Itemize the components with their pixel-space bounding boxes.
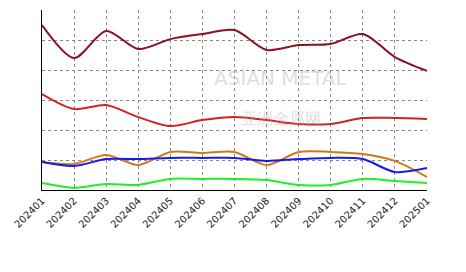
svg-text:ASIAN METAL: ASIAN METAL <box>214 66 348 90</box>
svg-text:202411: 202411 <box>333 195 368 230</box>
svg-text:202410: 202410 <box>301 195 336 230</box>
svg-text:202412: 202412 <box>365 195 400 230</box>
svg-text:202405: 202405 <box>140 195 175 230</box>
svg-text:202406: 202406 <box>173 195 208 230</box>
svg-text:202404: 202404 <box>108 195 143 230</box>
svg-text:202402: 202402 <box>44 195 79 230</box>
svg-text:202403: 202403 <box>76 195 111 230</box>
svg-text:202401: 202401 <box>12 195 47 230</box>
svg-text:202409: 202409 <box>269 195 304 230</box>
svg-text:亚洲金属网: 亚洲金属网 <box>241 109 321 128</box>
svg-text:202408: 202408 <box>237 195 272 230</box>
svg-text:202501: 202501 <box>397 195 432 230</box>
svg-text:202407: 202407 <box>205 195 240 230</box>
